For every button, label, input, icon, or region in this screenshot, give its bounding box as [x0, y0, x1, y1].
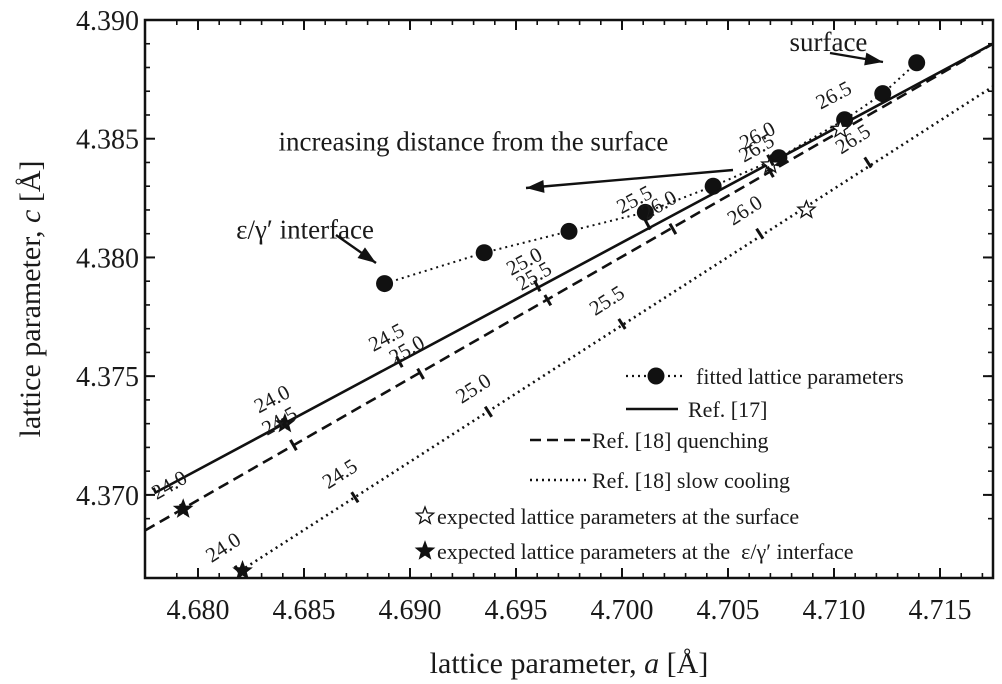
series-line-2: [145, 42, 993, 532]
composition-tick: [766, 154, 775, 167]
composition-label: 25.0: [451, 368, 495, 408]
plot-frame: [143, 18, 995, 580]
composition-tick: [617, 318, 627, 330]
composition-tick: [416, 367, 425, 380]
composition-tick: [483, 405, 493, 418]
composition-tick: [863, 156, 873, 169]
legend-sample-surface-star: [414, 505, 436, 525]
composition-tick: [668, 223, 678, 235]
x-tick-label: 4.690: [379, 595, 442, 626]
annotation-text: ε/γ′ interface: [236, 214, 374, 244]
composition-tick: [395, 355, 404, 368]
surface-star-marker: [760, 153, 781, 174]
composition-tick: [533, 279, 542, 292]
composition-tick: [233, 565, 243, 577]
x-tick-label: 4.695: [485, 595, 548, 626]
annotation-text: surface: [789, 27, 867, 57]
legend-label-surface-star: expected lattice parameters at the surfa…: [437, 504, 799, 529]
surface-star-marker: [796, 199, 817, 219]
series-line-3: [239, 85, 993, 572]
legend-label-slow-cooling: Ref. [18] slow cooling: [592, 468, 790, 493]
distance-arrow-shaft: [525, 168, 734, 190]
annotations: surface ε/γ′ interface increasing distance…: [236, 27, 884, 264]
x-axis-title: lattice parameter, a [Å]: [430, 647, 709, 680]
x-tick-label: 4.680: [167, 595, 230, 626]
interface-arrow-head: [357, 247, 376, 263]
x-tick-label: 4.705: [697, 595, 760, 626]
composition-tick: [766, 166, 775, 178]
y-tick-label: 4.370: [76, 481, 139, 512]
composition-tick: [643, 218, 652, 231]
axes-frame: [143, 18, 995, 580]
series-line-1: [152, 42, 993, 495]
surface-arrow-head: [864, 52, 883, 66]
annotation-text: increasing distance from the surface: [279, 127, 669, 157]
x-tick-label: 4.715: [909, 595, 972, 626]
composition-label: 24.0: [201, 527, 245, 567]
composition-tick: [350, 491, 360, 504]
fitted-point: [908, 54, 926, 72]
y-tick-label: 4.380: [76, 243, 139, 274]
y-tick-label: 4.385: [76, 125, 139, 156]
x-tick-label: 4.685: [273, 595, 336, 626]
fitted-point: [376, 275, 394, 293]
legend-sample-fitted-marker: [647, 367, 665, 385]
fitted-point: [636, 203, 654, 221]
legend-label-quenching: Ref. [18] quenching: [592, 428, 769, 453]
x-tick-label: 4.700: [591, 595, 654, 626]
series-layer: [145, 42, 993, 578]
y-tick-label: 4.390: [76, 6, 139, 37]
composition-tick: [842, 113, 851, 126]
legend-label-interface-star: expected lattice parameters at the ε/γ′ …: [437, 539, 854, 564]
surface-star-marker: [830, 118, 851, 139]
y-axis-title: lattice parameter, c [Å]: [14, 161, 47, 438]
x-tick-label: 4.710: [803, 595, 866, 626]
fitted-point: [874, 85, 892, 103]
fitted-point: [704, 177, 722, 195]
y-tick-label: 4.375: [76, 362, 139, 393]
composition-tick: [289, 439, 298, 451]
fitted-point: [475, 244, 493, 262]
composition-label: 24.0: [147, 465, 191, 504]
legend-sample-interface-star: [414, 540, 436, 560]
composition-label: 25.5: [585, 280, 629, 320]
fitted-point: [560, 222, 578, 240]
axis-ticks: 4.680 4.685 4.690 4.695 4.700 4.705 4.710 4.715…: [76, 6, 993, 626]
distance-arrow-head: [526, 179, 545, 193]
composition-tick: [543, 294, 553, 307]
composition-tick: [280, 417, 290, 430]
composition-label: 26.5: [812, 76, 856, 114]
legend-label-ref17: Ref. [17]: [688, 397, 767, 422]
composition-tick: [755, 227, 765, 240]
composition-label: 24.5: [318, 454, 362, 494]
legend: fitted lattice parameters Ref. [17] Ref. […: [414, 364, 904, 564]
composition-tick: [178, 503, 188, 516]
legend-label-fitted: fitted lattice parameters: [696, 364, 904, 389]
